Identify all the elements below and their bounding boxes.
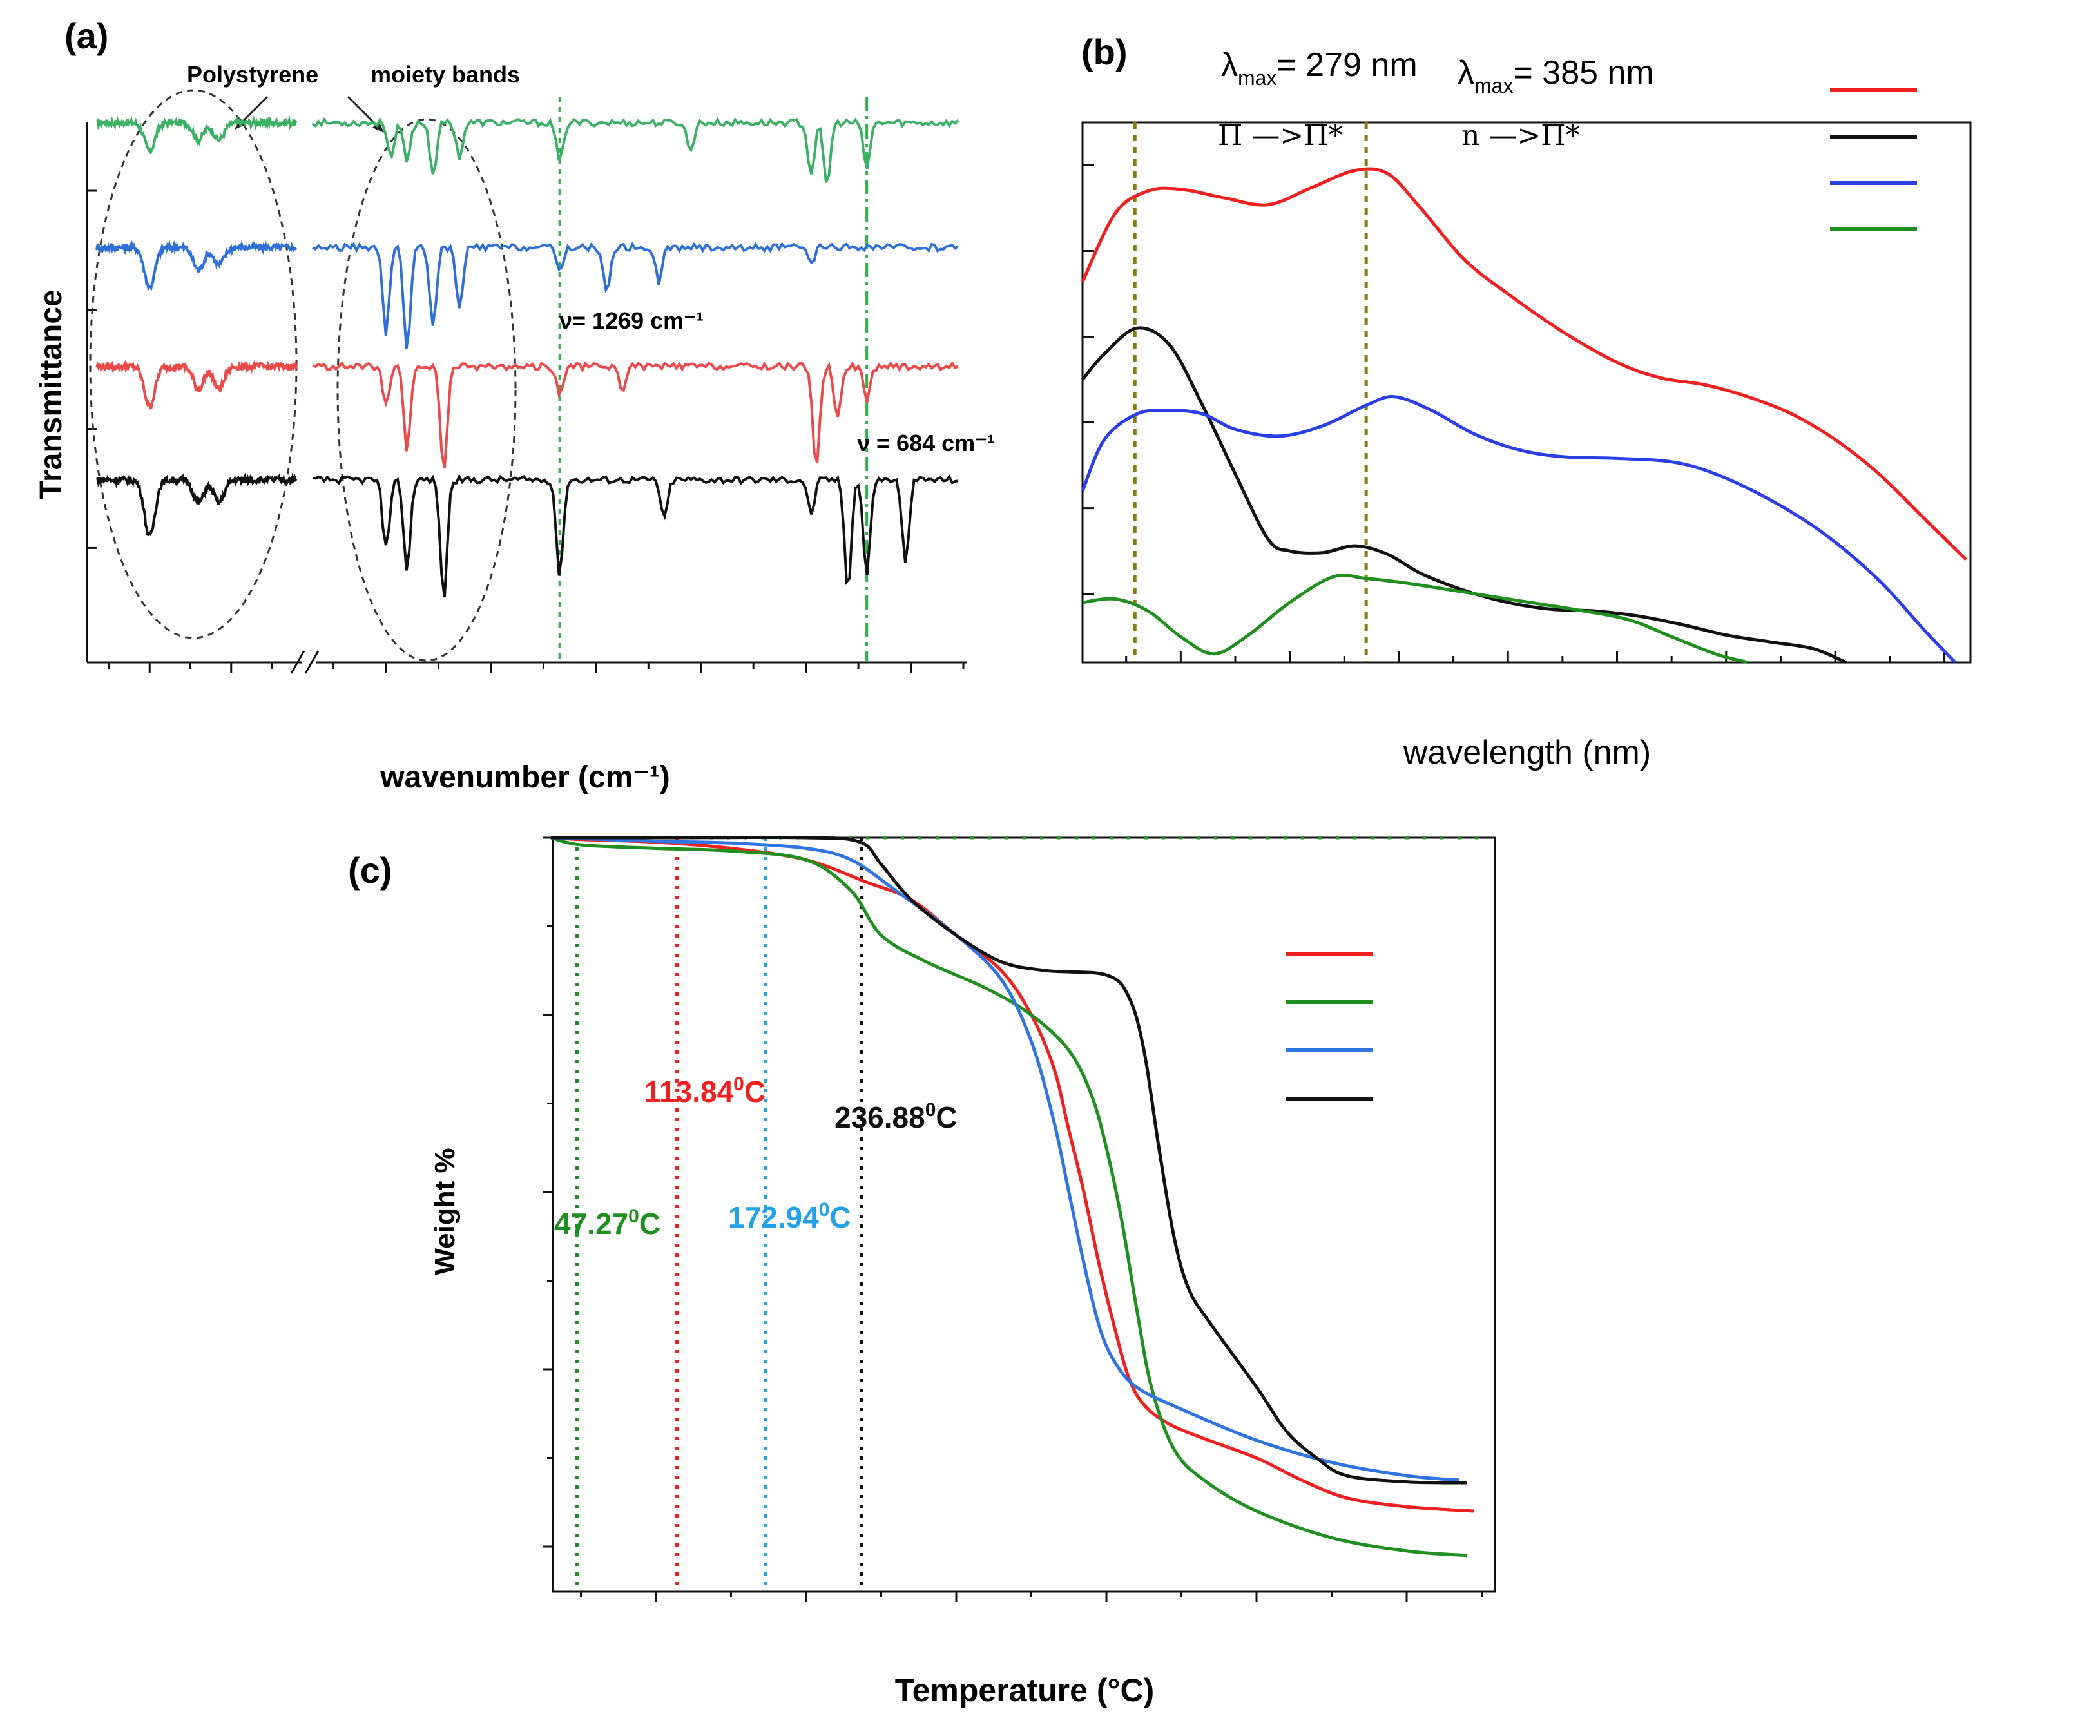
panel-c-guides [553, 836, 1482, 1592]
moiety-ellipse [336, 118, 517, 662]
panel-b: (b) wavelength (nm) λmax= 279 nm λmax= 3… [1081, 32, 1972, 771]
line-m-edt [550, 836, 1459, 1482]
panel-a-series [95, 115, 959, 598]
panel-b-vlines [1133, 122, 1368, 662]
panel-a-x-label: wavenumber (cm⁻¹) [380, 760, 669, 795]
panel-c-onset-labels: 47.270C 113.840C 172.940C 236.880C [554, 1074, 958, 1240]
line-m-low [312, 474, 959, 598]
panel-c-x-label: Temperature (°C) [895, 1672, 1154, 1708]
panel-b-series [1081, 167, 1967, 664]
panel-c-y-label: Weight % [429, 1148, 461, 1275]
line-m-bdt [1081, 167, 1967, 561]
axis-break-mark [304, 650, 320, 674]
panel-c-series [550, 836, 1474, 1558]
moiety-annotation: moiety bands [371, 61, 520, 88]
panel-c-y-ticks [543, 836, 553, 1548]
line-m-bdt [550, 836, 1474, 1513]
line-m-bdt-high [95, 359, 298, 410]
lambda-max-2: λmax= 385 nm [1458, 54, 1654, 97]
panel-b-frame [1081, 121, 1972, 664]
onset-label: 47.270C [554, 1206, 660, 1240]
polystyrene-ellipse [89, 89, 298, 639]
nu-1269-annotation: ν= 1269 cm⁻¹ [559, 307, 704, 334]
panel-c-x-ticks [580, 1592, 1483, 1602]
polystyrene-annotation: Polystyrene [187, 61, 318, 88]
panel-c-label: (c) [348, 850, 392, 891]
panel-c-legend [1286, 952, 1373, 1101]
onset-label: 113.840C [644, 1074, 766, 1108]
onset-label: 236.880C [834, 1099, 958, 1134]
panel-a-y-label: Transmittance [34, 289, 68, 499]
line-m-edt-high [95, 239, 298, 292]
line-m-bdt-low [312, 361, 959, 468]
panel-b-legend [1830, 88, 1917, 231]
line-m-edt [1081, 395, 1957, 664]
panel-b-y-ticks [1083, 164, 1094, 595]
line-m-edt-low [312, 241, 959, 349]
onset-label: 172.940C [728, 1199, 851, 1234]
panel-a-y-ticks [87, 189, 97, 549]
line-m-bitaa [1082, 574, 1749, 664]
pi-pi-star-transition: Π —>Π* [1218, 119, 1343, 152]
nu-684-annotation: ν = 684 cm⁻¹ [857, 430, 995, 456]
panel-b-label: (b) [1081, 32, 1128, 72]
line-m-bitaa-high [96, 115, 298, 156]
axis-break-mark [290, 650, 305, 674]
line-m-bitaa-low [311, 117, 959, 184]
line-m [1081, 326, 1847, 664]
panel-a-x-ticks [108, 662, 965, 673]
line-m-bitaa [550, 836, 1467, 1558]
lambda-max-1: λmax= 279 nm [1221, 46, 1418, 90]
line-m-high [96, 472, 298, 537]
panel-a: (a) Transmittance wavenumber (cm⁻¹) Poly… [34, 15, 995, 795]
panel-a-label: (a) [64, 15, 108, 56]
panel-c: (c) 47.270C 113.840C 172.940C 236.880C Weig… [348, 836, 1496, 1708]
panel-b-x-ticks [1125, 651, 1945, 662]
n-pi-star-transition: n —>Π* [1461, 119, 1580, 152]
line-m [550, 836, 1467, 1485]
arrow-head [372, 121, 384, 133]
panel-b-x-label: wavelength (nm) [1403, 734, 1651, 771]
